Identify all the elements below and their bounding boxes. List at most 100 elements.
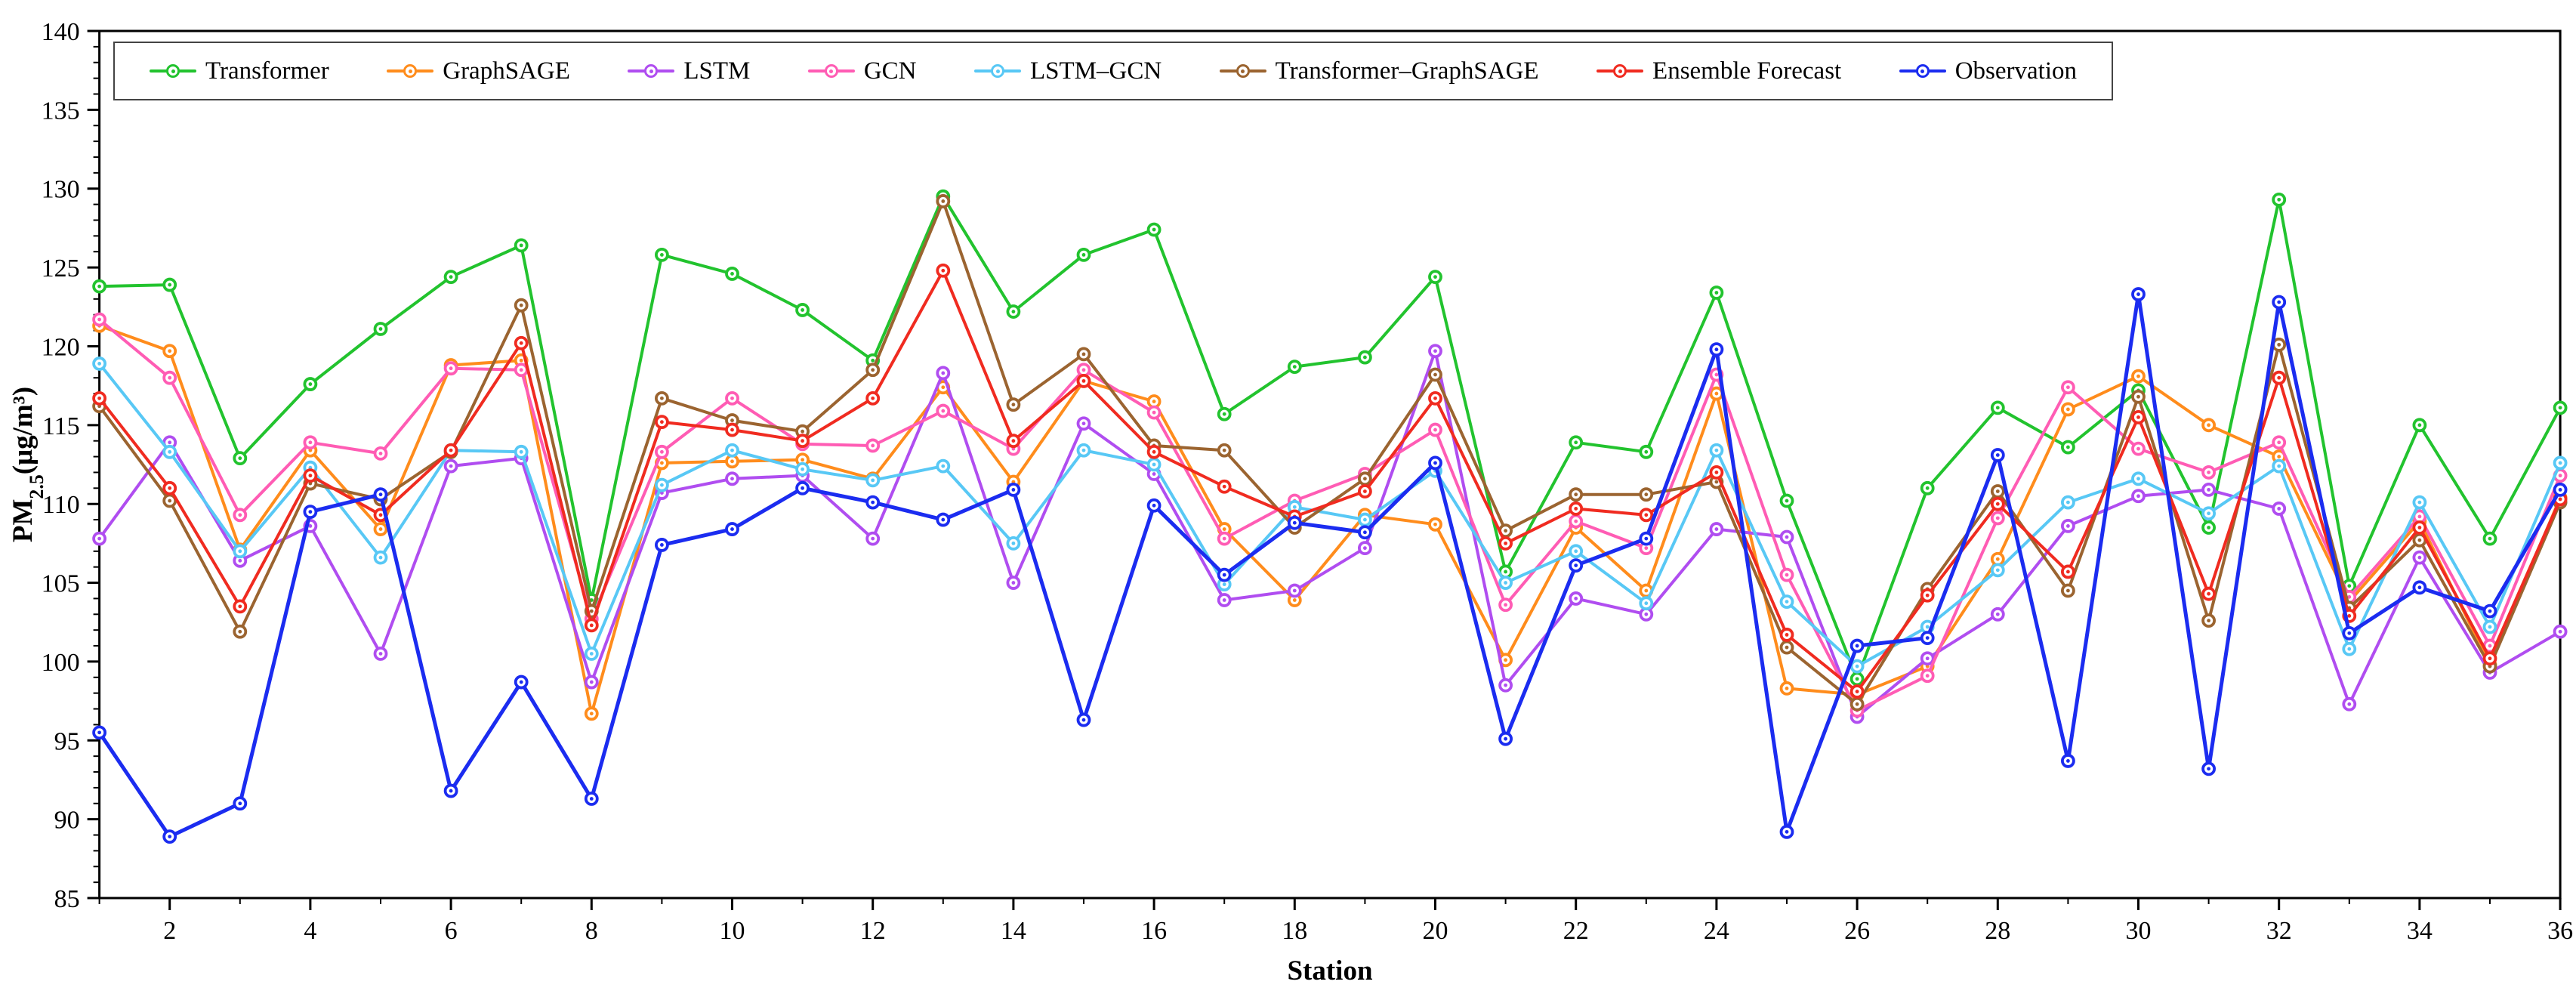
marker-dot-lstm (378, 652, 383, 656)
marker-dot-transformer (168, 282, 172, 287)
marker-dot-observation (1433, 461, 1437, 465)
marker-dot-transformer (2558, 406, 2562, 410)
marker-dot-graphsage (1222, 527, 1226, 531)
marker-dot-lstm-gcn (2417, 500, 2422, 505)
x-tick-label: 6 (445, 917, 458, 945)
marker-dot-graphsage (2066, 407, 2070, 412)
marker-dot-gcn (1433, 428, 1437, 432)
marker-dot-ensemble-forecast (308, 474, 313, 478)
marker-dot-gcn (730, 396, 734, 400)
x-tick-label: 18 (1282, 917, 1307, 945)
x-tick-label: 30 (2126, 917, 2152, 945)
marker-dot-graphsage (2207, 423, 2211, 428)
marker-dot-lstm (2066, 524, 2070, 528)
marker-dot-transformer (1504, 569, 1507, 574)
marker-dot-transformer (1433, 275, 1437, 279)
marker-dot-lstm-gcn (2488, 625, 2492, 629)
marker-dot-gcn (2207, 471, 2211, 474)
marker-dot-lstm (1292, 588, 1297, 593)
x-tick-label: 2 (163, 917, 176, 945)
legend-marker-icon (150, 63, 196, 79)
legend-item-graphsage: GraphSAGE (387, 57, 570, 85)
series-line-transformer-graphsage (97, 199, 2562, 706)
x-tick-label: 32 (2266, 917, 2292, 945)
marker-dot-graphsage (378, 527, 383, 531)
marker-dot-lstm-gcn (2066, 500, 2070, 505)
marker-dot-lstm (1152, 472, 1156, 476)
marker-dot-lstm-gcn (1504, 581, 1507, 585)
marker-dot-lstm (730, 477, 734, 481)
marker-dot-transformer (1011, 310, 1016, 313)
marker-dot-lstm (1222, 598, 1226, 602)
marker-dot-ensemble-forecast (449, 448, 453, 452)
marker-dot-transformer (1152, 227, 1156, 232)
marker-dot-observation (1995, 453, 2000, 457)
marker-dot-lstm-gcn (1785, 600, 1789, 604)
marker-dot-ensemble-forecast (2417, 526, 2422, 529)
marker-dot-lstm (449, 464, 453, 468)
legend-label-observation: Observation (1954, 57, 2077, 85)
marker-dot-gcn (378, 451, 383, 455)
marker-dot-ensemble-forecast (1644, 513, 1649, 517)
marker-dot-observation (2347, 631, 2352, 635)
marker-dot-observation (2417, 585, 2422, 590)
marker-dot-transformer (378, 327, 383, 331)
marker-dot-graphsage (660, 461, 664, 465)
legend-item-gcn: GCN (807, 57, 917, 85)
marker-dot-transformer (2066, 445, 2070, 449)
marker-dot-lstm-gcn (2558, 461, 2562, 465)
marker-dot-ensemble-forecast (238, 604, 242, 609)
y-tick-label: 140 (42, 18, 80, 46)
marker-dot-lstm (2277, 507, 2281, 511)
marker-dot-lstm (1433, 349, 1437, 353)
marker-dot-lstm (1995, 612, 2000, 616)
marker-dot-lstm-gcn (871, 478, 875, 483)
marker-dot-lstm (1925, 656, 1930, 661)
series-line-gcn (98, 318, 2562, 712)
marker-dot-transformer (2417, 423, 2422, 428)
marker-dot-ensemble-forecast (660, 420, 664, 424)
legend-marker-icon (807, 63, 855, 79)
marker-dot-transformer-graphsage (730, 418, 734, 422)
marker-dot-ensemble-forecast (1011, 439, 1016, 443)
marker-dot-graphsage (801, 458, 804, 462)
marker-dot-ensemble-forecast (1785, 633, 1789, 637)
x-tick-label: 36 (2547, 917, 2573, 945)
y-axis-ticks: 85 90 95 100 105 110 115 120 125 130 135 140 (42, 18, 100, 913)
marker-dot-lstm-gcn (1222, 582, 1226, 587)
marker-dot-transformer-graphsage (2277, 342, 2281, 347)
marker-dot-lstm (1504, 683, 1507, 687)
marker-dot-observation (1574, 563, 1578, 567)
marker-dot-gcn (1995, 516, 2000, 520)
marker-dot-observation (2488, 609, 2492, 613)
marker-dot-graphsage (1995, 557, 2000, 561)
marker-dot-lstm-gcn (941, 464, 946, 468)
marker-dot-lstm-gcn (1011, 541, 1016, 545)
marker-dot-ensemble-forecast (1995, 502, 2000, 506)
marker-dot-observation (2066, 759, 2070, 763)
marker-dot-graphsage (2136, 374, 2140, 378)
marker-dot-gcn (2347, 594, 2352, 599)
marker-dot-graphsage (730, 459, 734, 464)
marker-dot-transformer-graphsage (1363, 477, 1367, 481)
marker-dot-ensemble-forecast (2066, 569, 2070, 574)
marker-dot-transformer-graphsage (1714, 480, 1719, 484)
x-tick-label: 34 (2407, 917, 2433, 945)
marker-dot-transformer (1363, 355, 1367, 360)
marker-dot-lstm (1081, 421, 1086, 426)
x-tick-label: 16 (1141, 917, 1167, 945)
marker-dot-transformer (97, 284, 102, 289)
marker-dot-observation (1292, 520, 1297, 525)
marker-dot-transformer-graphsage (1995, 489, 2000, 493)
marker-dot-transformer-graphsage (1574, 492, 1578, 497)
y-axis-title: PM2.5(μg/m³) (8, 387, 48, 542)
marker-dot-transformer-graphsage (941, 199, 946, 203)
marker-dot-gcn (168, 375, 172, 380)
marker-dot-transformer (1644, 449, 1649, 454)
marker-dot-lstm (1785, 535, 1789, 539)
marker-dot-lstm-gcn (378, 555, 383, 560)
marker-dot-ensemble-forecast (2277, 375, 2281, 380)
marker-dot-transformer (2207, 526, 2211, 529)
marker-dot-graphsage (1152, 400, 1156, 403)
marker-dot-gcn (941, 409, 946, 413)
